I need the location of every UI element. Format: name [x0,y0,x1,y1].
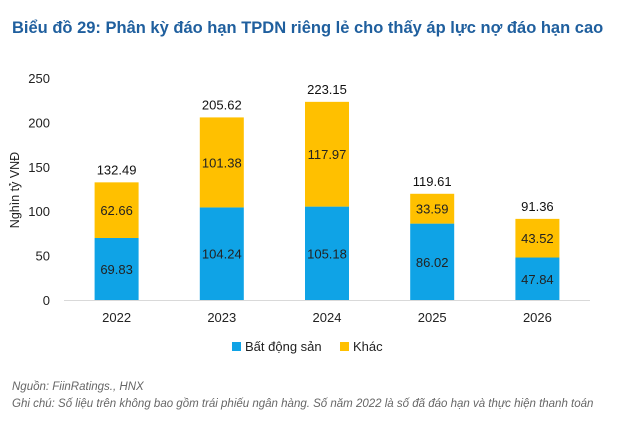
chart-title: Biểu đồ 29: Phân kỳ đáo hạn TPDN riêng l… [12,19,604,37]
data-label: 117.97 [308,147,347,162]
bar-bat-dong-san-2022 [94,237,139,300]
x-tick-label: 2023 [207,310,236,325]
y-tick-label: 200 [28,115,50,130]
data-label: 47.84 [521,272,554,287]
bar-khac-2025 [410,193,455,224]
data-label: 101.38 [202,155,242,170]
y-axis-label: Nghìn tỷ VNĐ [8,152,22,228]
data-label: 104.24 [202,247,242,262]
data-label: 33.59 [416,202,449,217]
bar-khac-2023 [199,117,244,208]
total-label: 223.15 [307,82,347,97]
total-label: 205.62 [202,97,242,112]
bar-bat-dong-san-2023 [199,207,244,300]
y-tick-label: 250 [28,71,50,86]
bar-khac-2026 [515,218,560,258]
legend-swatch-khac [340,342,349,351]
source-note: Nguồn: FiinRatings., HNX [12,381,144,393]
total-label: 119.61 [413,174,452,189]
data-label: 86.02 [416,255,449,270]
data-label: 43.52 [521,231,554,246]
x-tick-label: 2026 [523,310,552,325]
data-label: 62.66 [100,203,133,218]
bar-khac-2022 [94,182,139,238]
data-label: 69.83 [100,262,133,277]
y-tick-label: 150 [28,160,50,175]
bar-bat-dong-san-2024 [305,206,349,300]
data-label: 105.18 [307,246,347,261]
y-tick-label: 0 [43,293,50,308]
x-tick-label: 2025 [418,310,447,325]
x-tick-label: 2024 [313,310,342,325]
y-tick-label: 100 [28,204,50,219]
legend-label: Khác [353,339,383,354]
bar-bat-dong-san-2026 [515,257,560,300]
legend-label: Bất động sản [245,339,322,354]
legend-swatch-bat-dong-san [232,342,241,351]
total-label: 91.36 [521,199,554,214]
bar-bat-dong-san-2025 [410,223,455,300]
y-tick-label: 50 [36,249,50,264]
x-tick-label: 2022 [102,310,131,325]
total-label: 132.49 [97,162,137,177]
bar-khac-2024 [305,101,349,207]
footnote: Ghi chú: Số liệu trên không bao gồm trái… [12,398,594,410]
